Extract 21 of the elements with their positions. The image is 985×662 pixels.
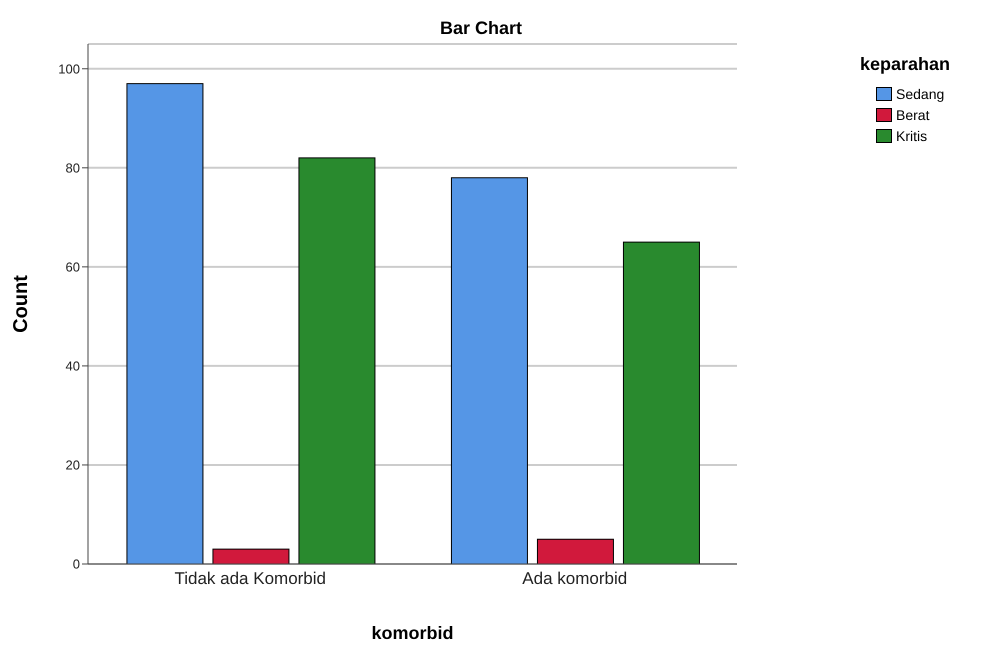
y-tick-label: 60 [66, 259, 80, 274]
bar [298, 157, 376, 564]
legend-title: keparahan [860, 54, 952, 75]
x-tick-label: Ada komorbid [522, 569, 628, 588]
bar [536, 538, 614, 564]
legend-label: Sedang [896, 86, 944, 102]
chart-title: Bar Chart [438, 18, 524, 39]
y-tick-label: 40 [66, 358, 80, 374]
legend-label: Berat [896, 106, 930, 122]
y-axis-title: Count [10, 274, 32, 333]
x-tick-label: Tidak ada Komorbid [174, 569, 326, 588]
legend-label: Kritis [896, 128, 928, 144]
bar [450, 177, 528, 564]
y-tick-label: 20 [66, 458, 80, 473]
y-tick-label: 0 [72, 556, 80, 572]
bar [622, 242, 700, 564]
x-axis-title: komorbid [371, 622, 454, 643]
y-tick-label: 80 [66, 160, 80, 176]
bar [126, 83, 204, 564]
y-tick-label: 100 [58, 61, 80, 76]
bar [212, 548, 290, 564]
